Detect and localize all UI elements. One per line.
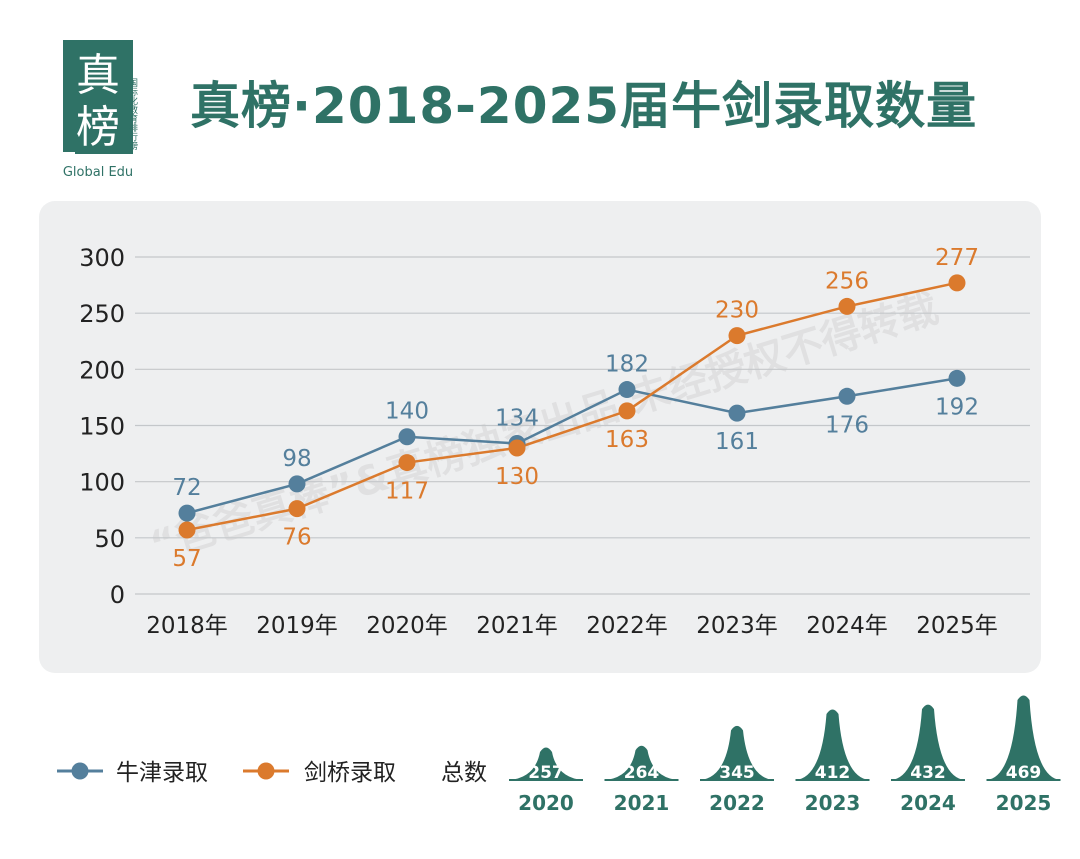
y-tick-label: 200 xyxy=(79,356,125,384)
cambridge-data-label: 76 xyxy=(282,525,311,551)
total-peak xyxy=(795,709,870,780)
legend-cambridge-marker xyxy=(257,762,275,780)
cambridge-data-label: 163 xyxy=(605,427,649,453)
x-tick-label: 2020年 xyxy=(366,613,448,639)
cambridge-data-label: 256 xyxy=(825,268,869,294)
x-tick-label: 2024年 xyxy=(806,613,888,639)
cambridge-data-label: 130 xyxy=(495,464,539,490)
total-year: 2021 xyxy=(614,791,670,815)
oxford-data-label: 134 xyxy=(495,405,539,431)
cambridge-point xyxy=(618,402,636,420)
logo-frame xyxy=(75,47,133,154)
page-title: 真榜·2018-2025届牛剑录取数量 xyxy=(190,77,978,135)
logo-side-text: 国际化教育排行榜 xyxy=(127,78,138,151)
total-year: 2025 xyxy=(996,791,1052,815)
oxford-point xyxy=(288,475,306,493)
cambridge-point xyxy=(838,297,856,315)
x-tick-label: 2021年 xyxy=(476,613,558,639)
cambridge-point xyxy=(288,500,306,518)
legend-oxford-marker xyxy=(71,762,89,780)
oxford-data-label: 161 xyxy=(715,429,759,455)
watermark-text: “爸爸真棒”&真榜独家出品 未经授权不得转载 xyxy=(145,285,944,569)
total-year: 2022 xyxy=(709,791,765,815)
total-value: 345 xyxy=(719,763,755,783)
y-tick-label: 50 xyxy=(94,525,125,553)
oxford-data-label: 192 xyxy=(935,394,979,420)
global-edu-logo: 真 榜 国际化教育排行榜 Global Edu xyxy=(63,40,138,180)
oxford-data-label: 182 xyxy=(605,352,649,378)
cambridge-data-label: 117 xyxy=(385,479,429,505)
total-peak xyxy=(986,695,1061,780)
oxford-data-label: 140 xyxy=(385,399,429,425)
y-tick-label: 0 xyxy=(110,581,125,609)
logo-block xyxy=(63,40,133,152)
total-peak xyxy=(891,704,965,780)
oxford-point xyxy=(618,381,636,399)
cambridge-point xyxy=(728,327,746,345)
oxford-data-label: 72 xyxy=(172,475,201,501)
total-value: 469 xyxy=(1006,763,1042,783)
oxford-data-label: 98 xyxy=(282,446,311,472)
total-value: 264 xyxy=(624,763,660,783)
x-tick-label: 2018年 xyxy=(146,613,228,639)
cambridge-point xyxy=(948,274,966,292)
cambridge-data-label: 230 xyxy=(715,298,759,324)
cambridge-point xyxy=(398,454,416,472)
oxford-data-label: 176 xyxy=(825,412,869,438)
cambridge-data-label: 277 xyxy=(935,245,979,271)
oxford-point xyxy=(728,404,746,422)
total-peak xyxy=(700,725,774,780)
total-value: 412 xyxy=(815,763,851,783)
total-year: 2023 xyxy=(805,791,861,815)
cambridge-data-label: 57 xyxy=(172,546,201,572)
oxford-point xyxy=(838,387,856,405)
cambridge-point xyxy=(508,439,526,457)
y-tick-label: 150 xyxy=(79,413,125,441)
oxford-series-line xyxy=(186,377,958,515)
total-peak xyxy=(604,745,679,780)
logo-main-char-1: 真 xyxy=(76,50,120,101)
total-value: 432 xyxy=(910,763,946,783)
oxford-point xyxy=(178,504,196,522)
oxford-point xyxy=(948,369,966,387)
totals-label: 总数 xyxy=(441,760,487,786)
y-tick-label: 250 xyxy=(79,300,125,328)
logo-sub-text: Global Edu xyxy=(63,165,133,180)
legend-cambridge-label: 剑桥录取 xyxy=(304,760,396,786)
y-tick-label: 100 xyxy=(79,469,125,497)
logo-main-char-2: 榜 xyxy=(76,102,120,153)
total-peak xyxy=(509,747,583,780)
oxford-point xyxy=(398,428,416,446)
total-value: 257 xyxy=(528,763,564,783)
x-tick-label: 2022年 xyxy=(586,613,668,639)
legend-oxford-label: 牛津录取 xyxy=(116,760,208,786)
x-tick-label: 2019年 xyxy=(256,613,338,639)
x-tick-label: 2025年 xyxy=(916,613,998,639)
total-year: 2020 xyxy=(518,791,574,815)
y-tick-label: 300 xyxy=(79,244,125,272)
x-tick-label: 2023年 xyxy=(696,613,778,639)
total-year: 2024 xyxy=(900,791,956,815)
cambridge-point xyxy=(178,521,196,539)
cambridge-series-line xyxy=(186,281,958,532)
